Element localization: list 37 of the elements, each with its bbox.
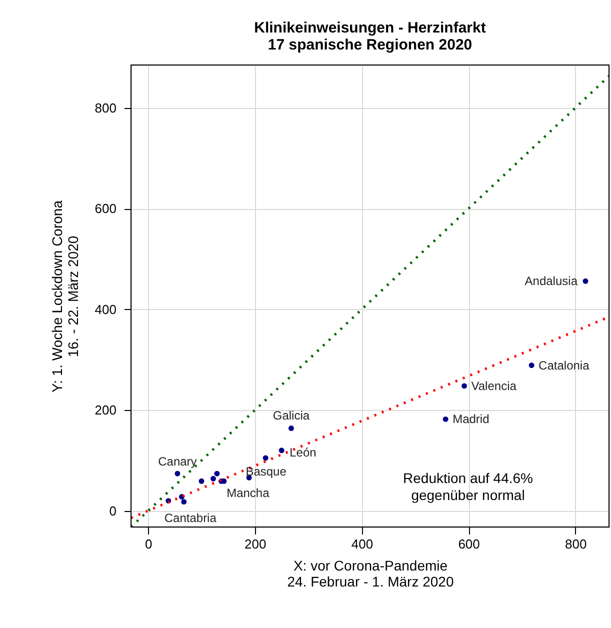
point [288, 426, 294, 431]
point [198, 478, 204, 484]
x-tick-label: 600 [458, 536, 480, 552]
point [462, 383, 468, 389]
point [262, 455, 268, 461]
annotation: Valencia [471, 378, 517, 393]
x-tick-label: 0 [144, 536, 152, 552]
point [528, 362, 534, 368]
x-axis-title: X: vor Corona-Pandemie 24. Februar - 1. März 2020 [287, 558, 454, 590]
annotation: Canary [158, 454, 197, 469]
annotation: Reduktion auf 44.6% gegenüber normal [403, 470, 533, 503]
x-tick-label: 400 [351, 536, 374, 552]
annotation: Galicia [272, 408, 310, 422]
point [214, 470, 220, 476]
annotation: Mancha [226, 486, 270, 500]
x-tick-label: 200 [244, 536, 266, 552]
y-tick-label: 400 [94, 302, 116, 317]
y-tick-label: 600 [94, 201, 116, 216]
annotation: Andalusia [524, 274, 578, 288]
point [278, 448, 284, 454]
y-tick-label: 200 [94, 402, 116, 418]
y-tick-label: 0 [109, 503, 116, 518]
y-axis-title: Y: 1. Woche Lockdown Corona 16. - 22. März 2020 [48, 200, 81, 392]
point [174, 470, 180, 476]
point [582, 278, 588, 284]
point [210, 476, 216, 482]
point [181, 499, 187, 505]
point [442, 416, 448, 422]
chart-title: Klinikeinweisungen - Herzinfarkt [254, 20, 486, 36]
y-tick-label: 800 [94, 100, 116, 116]
annotation: Madrid [452, 412, 490, 426]
annotation: Catalonia [538, 358, 590, 372]
chart-subtitle: 17 spanische Regionen 2020 [268, 36, 472, 54]
annotation: León [290, 445, 316, 460]
x-tick-label: 800 [565, 536, 587, 552]
annotation: Cantabria [164, 510, 217, 525]
annotation: Basque [246, 464, 287, 479]
